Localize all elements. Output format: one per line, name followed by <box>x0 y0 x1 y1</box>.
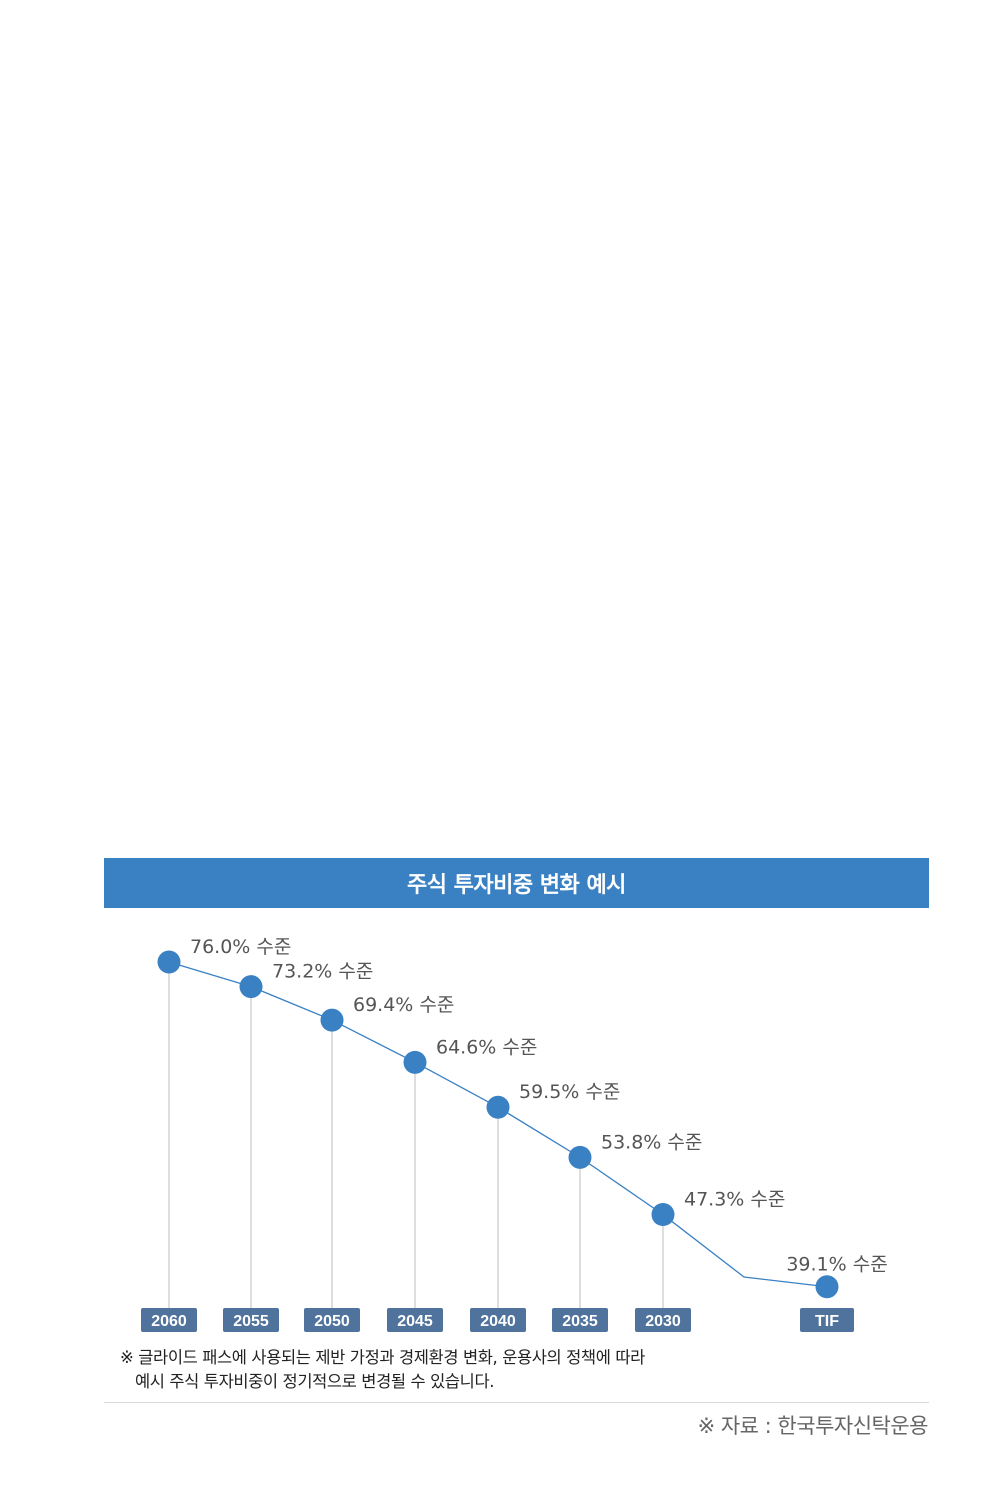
source-note: ※ 자료 : 한국투자신탁운용 <box>697 1414 929 1438</box>
chart-title: 주식 투자비중 변화 예시 <box>104 858 929 908</box>
tick-label: 2045 <box>397 1313 433 1330</box>
data-label: 69.4% 수준 <box>353 994 454 1016</box>
tick-label: 2060 <box>151 1313 187 1330</box>
tick-label: 2055 <box>233 1313 269 1330</box>
data-point <box>568 1145 592 1169</box>
data-label: 73.2% 수준 <box>272 961 373 983</box>
tick-label: 2035 <box>562 1313 598 1330</box>
data-label: 53.8% 수준 <box>601 1131 702 1153</box>
tick-label-badge <box>223 1308 279 1332</box>
tick-label-badge <box>141 1308 197 1332</box>
data-point <box>239 975 263 999</box>
footnote-line-1: ※ 글라이드 패스에 사용되는 제반 가정과 경제환경 변화, 운용사의 정책에… <box>120 1348 645 1367</box>
tick-label: TIF <box>815 1313 839 1330</box>
data-label: 76.0% 수준 <box>190 936 291 958</box>
data-point <box>815 1275 839 1299</box>
tick-label-badge <box>387 1308 443 1332</box>
data-label: 64.6% 수준 <box>436 1036 537 1058</box>
footnote-line-2: 예시 주식 투자비중이 정기적으로 변경될 수 있습니다. <box>135 1372 495 1391</box>
data-label: 47.3% 수준 <box>684 1189 785 1211</box>
divider <box>104 1402 929 1403</box>
tick-label-badge <box>635 1308 691 1332</box>
footnote: ※ 글라이드 패스에 사용되는 제반 가정과 경제환경 변화, 운용사의 정책에… <box>120 1346 760 1394</box>
data-point <box>403 1050 427 1074</box>
data-point <box>157 950 181 974</box>
data-point <box>651 1203 675 1227</box>
data-label: 59.5% 수준 <box>519 1081 620 1103</box>
tick-label-badge <box>470 1308 526 1332</box>
tick-label: 2050 <box>314 1313 350 1330</box>
tick-label-badge <box>800 1308 854 1332</box>
data-label: 39.1% 수준 <box>786 1254 887 1276</box>
tick-label-badge <box>552 1308 608 1332</box>
data-point <box>486 1095 510 1119</box>
tick-label-badge <box>304 1308 360 1332</box>
data-point <box>320 1008 344 1032</box>
tick-label: 2040 <box>480 1313 516 1330</box>
tick-label: 2030 <box>645 1313 681 1330</box>
